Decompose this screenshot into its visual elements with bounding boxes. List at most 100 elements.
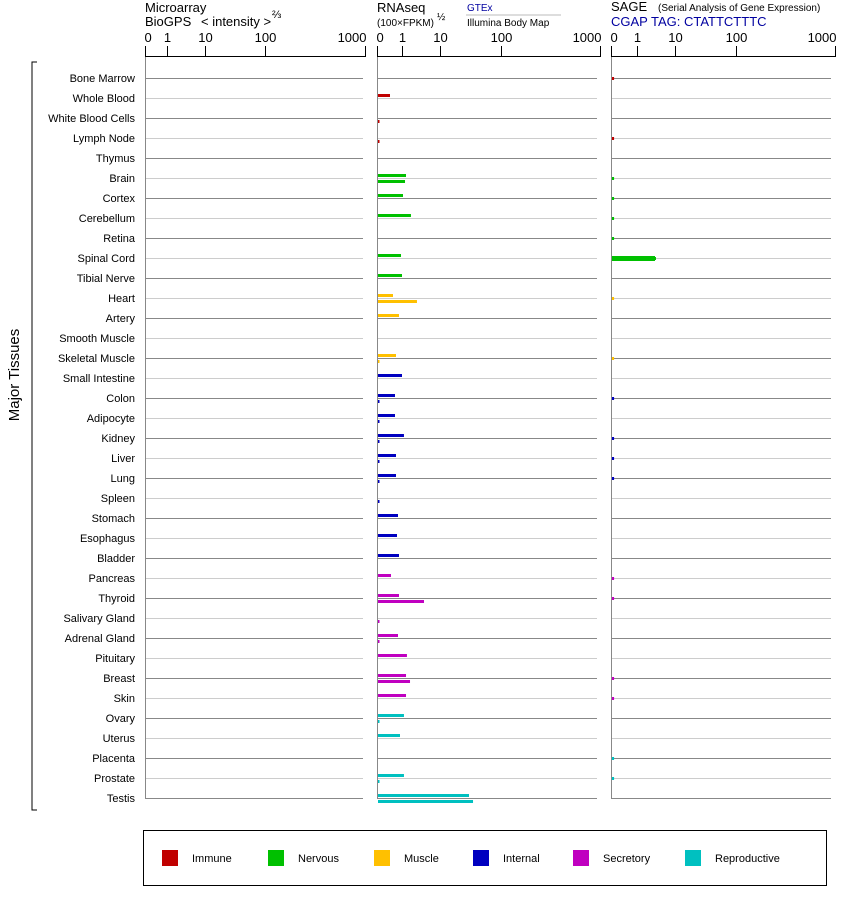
illumina-bar [378, 140, 380, 143]
sage-bar [612, 197, 615, 200]
rnaseq-tick-label: 1000 [573, 30, 602, 45]
microarray-tick-label: 0 [145, 30, 152, 45]
sage-bar [612, 677, 615, 680]
rnaseq-tick-label: 1 [399, 30, 406, 45]
gtex-bar [378, 194, 403, 197]
illumina-bar [378, 680, 411, 683]
sage-title: SAGE [611, 0, 647, 14]
tissue-label: Ovary [106, 713, 136, 725]
legend-label-reproductive: Reproductive [715, 853, 780, 865]
sage-bar [612, 237, 615, 240]
gtex-bar [378, 694, 407, 697]
tissue-label: Stomach [92, 513, 135, 525]
illumina-bar [378, 720, 380, 723]
legend-label-immune: Immune [192, 853, 232, 865]
microarray-title: Microarray [145, 0, 207, 15]
gtex-bar [378, 794, 470, 797]
legend: Immune Nervous Muscle Internal Secretory Repr… [162, 850, 780, 866]
legend-swatch-immune [162, 850, 178, 866]
tissue-label: Retina [103, 233, 136, 245]
tissue-label: Cerebellum [79, 213, 135, 225]
illumina-bar [378, 480, 380, 483]
y-axis-label: Major Tissues [6, 329, 23, 422]
tissue-label: Skeletal Muscle [58, 353, 135, 365]
illumina-bar [378, 500, 380, 503]
sage-bar [612, 217, 615, 220]
gtex-bar [378, 434, 404, 437]
gtex-bar [378, 254, 401, 257]
microarray-tick-label: 10 [198, 30, 212, 45]
tissue-label: Lung [111, 473, 135, 485]
tissue-label: Bladder [97, 553, 135, 565]
sage-bar [612, 357, 615, 360]
illumina-bar [378, 400, 380, 403]
tissue-label: Placenta [92, 753, 136, 765]
illumina-bar [378, 620, 380, 623]
legend-swatch-internal [473, 850, 489, 866]
bars [378, 77, 656, 803]
panel-axes: 0 1 10 100 1000 0 1 10 100 1000 0 1 10 100 1000 [145, 30, 837, 799]
tissue-label: Brain [109, 173, 135, 185]
legend-label-secretory: Secretory [603, 853, 651, 865]
illumina-bar [378, 300, 417, 303]
microarray-tick-label: 1 [164, 30, 171, 45]
tissue-label: Pancreas [89, 573, 136, 585]
tissue-label: Skin [114, 693, 135, 705]
sage-bar [612, 697, 615, 700]
gtex-bar [378, 394, 395, 397]
rnaseq-unit: (100×FPKM) [377, 18, 434, 29]
sage-bar [612, 777, 615, 780]
gtex-bar [378, 474, 396, 477]
gtex-bar [378, 294, 393, 297]
tissue-label: Salivary Gland [63, 613, 135, 625]
rnaseq-tick-label: 10 [433, 30, 447, 45]
gtex-bar [378, 774, 404, 777]
tissue-label: Artery [106, 313, 136, 325]
microarray-tick-label: 1000 [338, 30, 367, 45]
sage-tick-label: 1000 [808, 30, 837, 45]
tissue-label: Tibial Nerve [77, 273, 135, 285]
sage-bar [612, 297, 615, 300]
gtex-bar [378, 94, 390, 97]
tissue-label: White Blood Cells [48, 113, 135, 125]
sage-subtitle: (Serial Analysis of Gene Expression) [658, 3, 820, 14]
sage-bar [612, 477, 615, 480]
gtex-bar [378, 374, 402, 377]
illumina-bar [378, 360, 380, 363]
illumina-bar [378, 180, 406, 183]
sage-cgap-tag[interactable]: CGAP TAG: CTATTCTTTC [611, 14, 767, 29]
gtex-bar [378, 514, 398, 517]
microarray-scale-label: < intensity > [201, 14, 271, 29]
tissue-label: Prostate [94, 773, 135, 785]
sage-bar [612, 177, 615, 180]
legend-gtex-link[interactable]: GTEx [467, 3, 493, 14]
gtex-bar [378, 354, 396, 357]
sage-tick-label: 1 [634, 30, 641, 45]
legend-swatch-muscle [374, 850, 390, 866]
sage-bar [612, 397, 615, 400]
tissue-label: Heart [108, 293, 135, 305]
illumina-bar [378, 440, 380, 443]
legend-swatch-secretory [573, 850, 589, 866]
legend-swatch-reproductive [685, 850, 701, 866]
tissue-label: Pituitary [95, 653, 135, 665]
sage-bar [612, 457, 615, 460]
illumina-bar [378, 120, 380, 123]
sage-bar-cap [653, 257, 656, 260]
illumina-bar [378, 780, 380, 783]
gtex-bar [378, 634, 398, 637]
illumina-bar [378, 420, 380, 423]
legend-label-internal: Internal [503, 853, 540, 865]
rnaseq-tick-label: 0 [377, 30, 384, 45]
tissue-label: Thymus [96, 153, 136, 165]
gtex-bar [378, 314, 399, 317]
microarray-scale-exponent: ⅔ [272, 9, 281, 21]
sage-bar [612, 256, 655, 261]
rnaseq-unit-exponent: ½ [437, 12, 446, 23]
tissue-label: Spleen [101, 493, 135, 505]
sage-bar [612, 437, 615, 440]
gtex-bar [378, 674, 407, 677]
gtex-bar [378, 734, 400, 737]
tissue-label: Testis [107, 793, 136, 805]
